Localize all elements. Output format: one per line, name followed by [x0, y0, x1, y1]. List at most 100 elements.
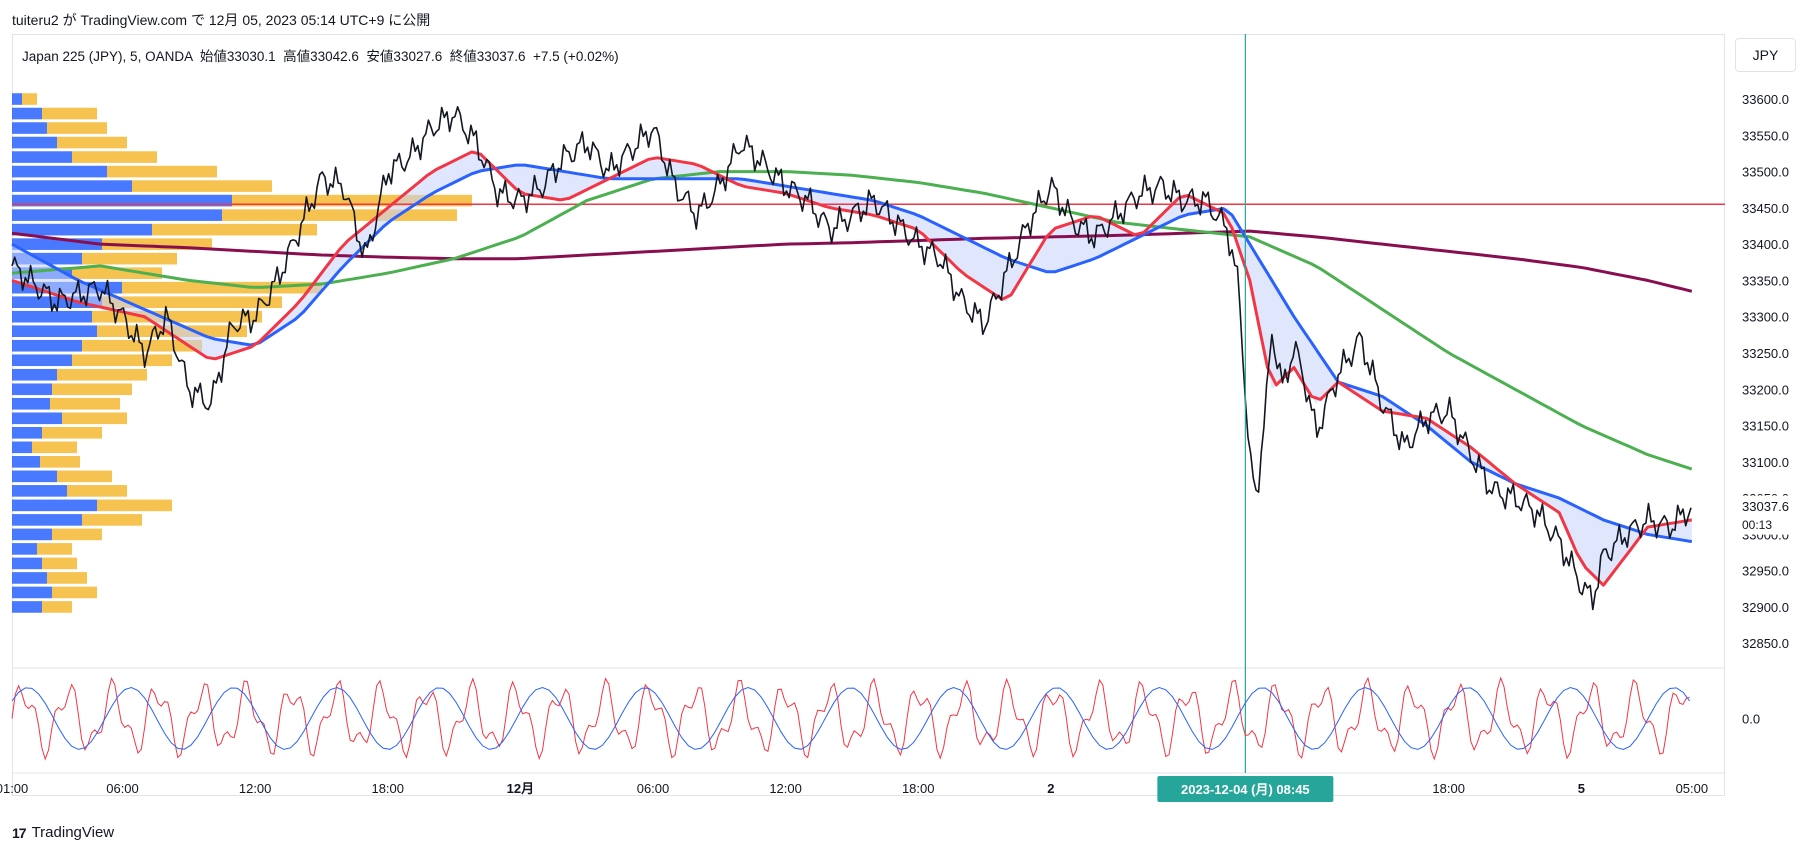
volume-profile-sell-bar — [42, 601, 72, 613]
volume-profile-buy-bar — [12, 296, 102, 308]
moving-average-line — [11, 163, 1693, 544]
last-price-box — [1732, 495, 1804, 535]
volume-profile-buy-bar — [12, 238, 102, 250]
volume-profile-sell-bar — [82, 514, 142, 526]
volume-profile-sell-bar — [67, 485, 127, 497]
currency-button[interactable]: JPY — [1735, 38, 1796, 72]
y-tick-label: 33250.0 — [1742, 346, 1789, 361]
volume-profile-sell-bar — [50, 397, 120, 410]
volume-profile-buy-bar — [12, 470, 57, 483]
y-tick-label: 33600.0 — [1742, 92, 1789, 107]
oscillator-zero-label: 0.0 — [1742, 712, 1760, 727]
volume-profile-sell-bar — [37, 543, 72, 555]
volume-profile-sell-bar — [152, 223, 317, 236]
volume-profile-buy-bar — [12, 122, 47, 134]
volume-profile-buy-bar — [12, 310, 92, 323]
x-tick-label: 12:00 — [769, 781, 802, 796]
moving-average-line — [11, 229, 1693, 293]
volume-profile-buy-bar — [12, 572, 47, 584]
volume-profile-sell-bar — [122, 281, 322, 294]
volume-profile-buy-bar — [12, 485, 67, 497]
volume-profile-buy-bar — [12, 557, 42, 570]
volume-profile-sell-bar — [92, 310, 262, 323]
x-tick-label: 12:00 — [239, 781, 272, 796]
y-tick-label: 33300.0 — [1742, 310, 1789, 325]
volume-profile-buy-bar — [12, 209, 222, 221]
volume-profile-sell-bar — [132, 180, 272, 192]
volume-profile-sell-bar — [62, 412, 127, 425]
volume-profile-buy-bar — [12, 412, 62, 425]
volume-profile-sell-bar — [232, 194, 472, 207]
x-tick-label: 18:00 — [1432, 781, 1465, 796]
volume-profile-sell-bar — [97, 499, 172, 512]
volume-profile-buy-bar — [12, 586, 52, 599]
x-tick-label: 06:00 — [637, 781, 670, 796]
y-tick-label: 33100.0 — [1742, 455, 1789, 470]
x-tick-label: 05:00 — [1676, 781, 1709, 796]
volume-profile-buy-bar — [12, 151, 72, 163]
volume-profile-buy-bar — [12, 441, 32, 454]
volume-profile-sell-bar — [102, 296, 282, 308]
volume-profile-sell-bar — [52, 586, 97, 599]
crosshair-time-box — [1157, 776, 1334, 802]
volume-profile-sell-bar — [47, 572, 87, 584]
volume-profile-buy-bar — [12, 397, 50, 410]
y-tick-label: 33150.0 — [1742, 419, 1789, 434]
last-price-label: 33037.6 — [1742, 499, 1789, 514]
volume-profile-sell-bar — [222, 209, 457, 221]
volume-profile-buy-bar — [12, 427, 42, 439]
y-tick-label: 32950.0 — [1742, 564, 1789, 579]
footer-brand[interactable]: 17 TradingView — [12, 824, 114, 841]
volume-profile-buy-bar — [12, 325, 97, 338]
tradingview-logo-icon: 17 — [12, 824, 27, 841]
volume-profile-sell-bar — [47, 122, 107, 134]
volume-profile-buy-bar — [12, 180, 132, 192]
x-tick-label: 01:00 — [0, 781, 28, 796]
x-tick-label: 12月 — [507, 781, 534, 796]
volume-profile-sell-bar — [40, 456, 80, 468]
volume-profile-buy-bar — [12, 339, 82, 352]
volume-profile-sell-bar — [57, 470, 112, 483]
volume-profile-buy-bar — [12, 223, 152, 236]
volume-profile-sell-bar — [52, 383, 132, 396]
y-tick-label: 33450.0 — [1742, 201, 1789, 216]
volume-profile-buy-bar — [12, 528, 52, 541]
volume-profile-buy-bar — [12, 252, 82, 265]
moving-average-line — [11, 170, 1693, 471]
y-tick-label: 33200.0 — [1742, 382, 1789, 397]
x-tick-label: 2 — [1047, 781, 1054, 796]
publish-caption: tuiteru2 が TradingView.com で 12月 05, 202… — [12, 12, 431, 28]
volume-profile-buy-bar — [12, 456, 40, 468]
volume-profile-buy-bar — [12, 383, 52, 396]
volume-profile-sell-bar — [107, 165, 217, 178]
oscillator-slow-line — [11, 686, 1690, 751]
volume-profile-sell-bar — [72, 151, 157, 163]
y-tick-label: 32850.0 — [1742, 636, 1789, 651]
x-tick-label: 06:00 — [106, 781, 139, 796]
volume-profile-buy-bar — [12, 368, 57, 381]
y-tick-label: 33400.0 — [1742, 237, 1789, 252]
volume-profile-buy-bar — [12, 165, 107, 178]
y-tick-label: 33500.0 — [1742, 165, 1789, 180]
volume-profile-sell-bar — [72, 267, 162, 279]
crosshair-time-label: 2023-12-04 (月) 08:45 — [1181, 782, 1310, 797]
x-tick-label: 5 — [1578, 781, 1585, 796]
volume-profile-buy-bar — [12, 136, 57, 149]
x-tick-label: 18:00 — [371, 781, 404, 796]
volume-profile-buy-bar — [12, 93, 22, 105]
volume-profile-sell-bar — [42, 557, 77, 570]
volume-profile-buy-bar — [12, 107, 42, 120]
volume-profile-sell-bar — [57, 368, 147, 381]
volume-profile-sell-bar — [102, 238, 212, 250]
volume-profile-buy-bar — [12, 499, 97, 512]
volume-profile-buy-bar — [12, 514, 82, 526]
volume-profile-buy-bar — [12, 194, 232, 207]
y-tick-label: 33550.0 — [1742, 128, 1789, 143]
volume-profile-sell-bar — [57, 136, 127, 149]
countdown-label: 00:13 — [1742, 518, 1772, 532]
volume-profile-sell-bar — [72, 354, 172, 367]
volume-profile-sell-bar — [82, 252, 177, 265]
volume-profile-buy-bar — [12, 543, 37, 555]
ohlc-legend: Japan 225 (JPY), 5, OANDA 始値33030.1 高値33… — [22, 49, 619, 64]
